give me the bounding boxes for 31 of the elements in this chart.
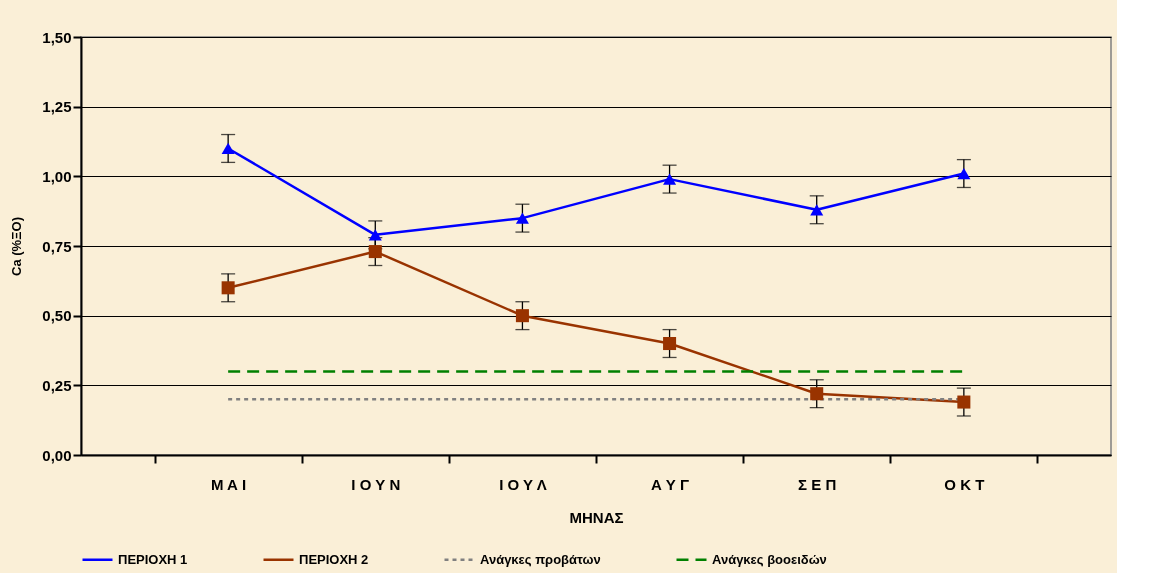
legend-label: ΠΕΡΙΟΧΗ 2 [299, 551, 369, 567]
point [368, 229, 382, 241]
y-tick-label: 0,00 [42, 446, 72, 464]
x-tick-label: Ι Ο Υ Ν [351, 475, 401, 493]
y-tick-label: 1,00 [42, 167, 72, 185]
x-axis-title: ΜΗΝΑΣ [569, 508, 624, 526]
y-tick-label: 1,25 [42, 98, 72, 116]
x-tick-label: Μ Α Ι [211, 475, 247, 493]
x-tick-label: Ι Ο Υ Λ [499, 475, 547, 493]
point [663, 173, 677, 185]
legend-label: Ανάγκες βοοειδών [712, 551, 827, 567]
point [810, 204, 824, 216]
point [810, 387, 824, 401]
y-tick-label: 0,50 [42, 307, 72, 325]
x-tick-label: Α Υ Γ [651, 475, 690, 493]
x-tick-label: Ο Κ Τ [944, 475, 985, 493]
point [515, 212, 529, 224]
legend-label: Ανάγκες προβάτων [480, 551, 601, 567]
point [957, 167, 971, 180]
point [368, 245, 382, 259]
point [221, 281, 235, 295]
point [515, 309, 529, 323]
point [221, 142, 235, 155]
legend-label: ΠΕΡΙΟΧΗ 1 [118, 551, 188, 567]
y-axis-title: Ca (%ΞΟ) [9, 217, 25, 276]
y-tick-label: 0,25 [42, 376, 72, 394]
point [663, 337, 677, 351]
point [957, 395, 971, 409]
y-tick-label: 0,75 [42, 237, 72, 255]
x-tick-label: Σ Ε Π [798, 475, 837, 493]
y-tick-label: 1,50 [42, 28, 72, 46]
